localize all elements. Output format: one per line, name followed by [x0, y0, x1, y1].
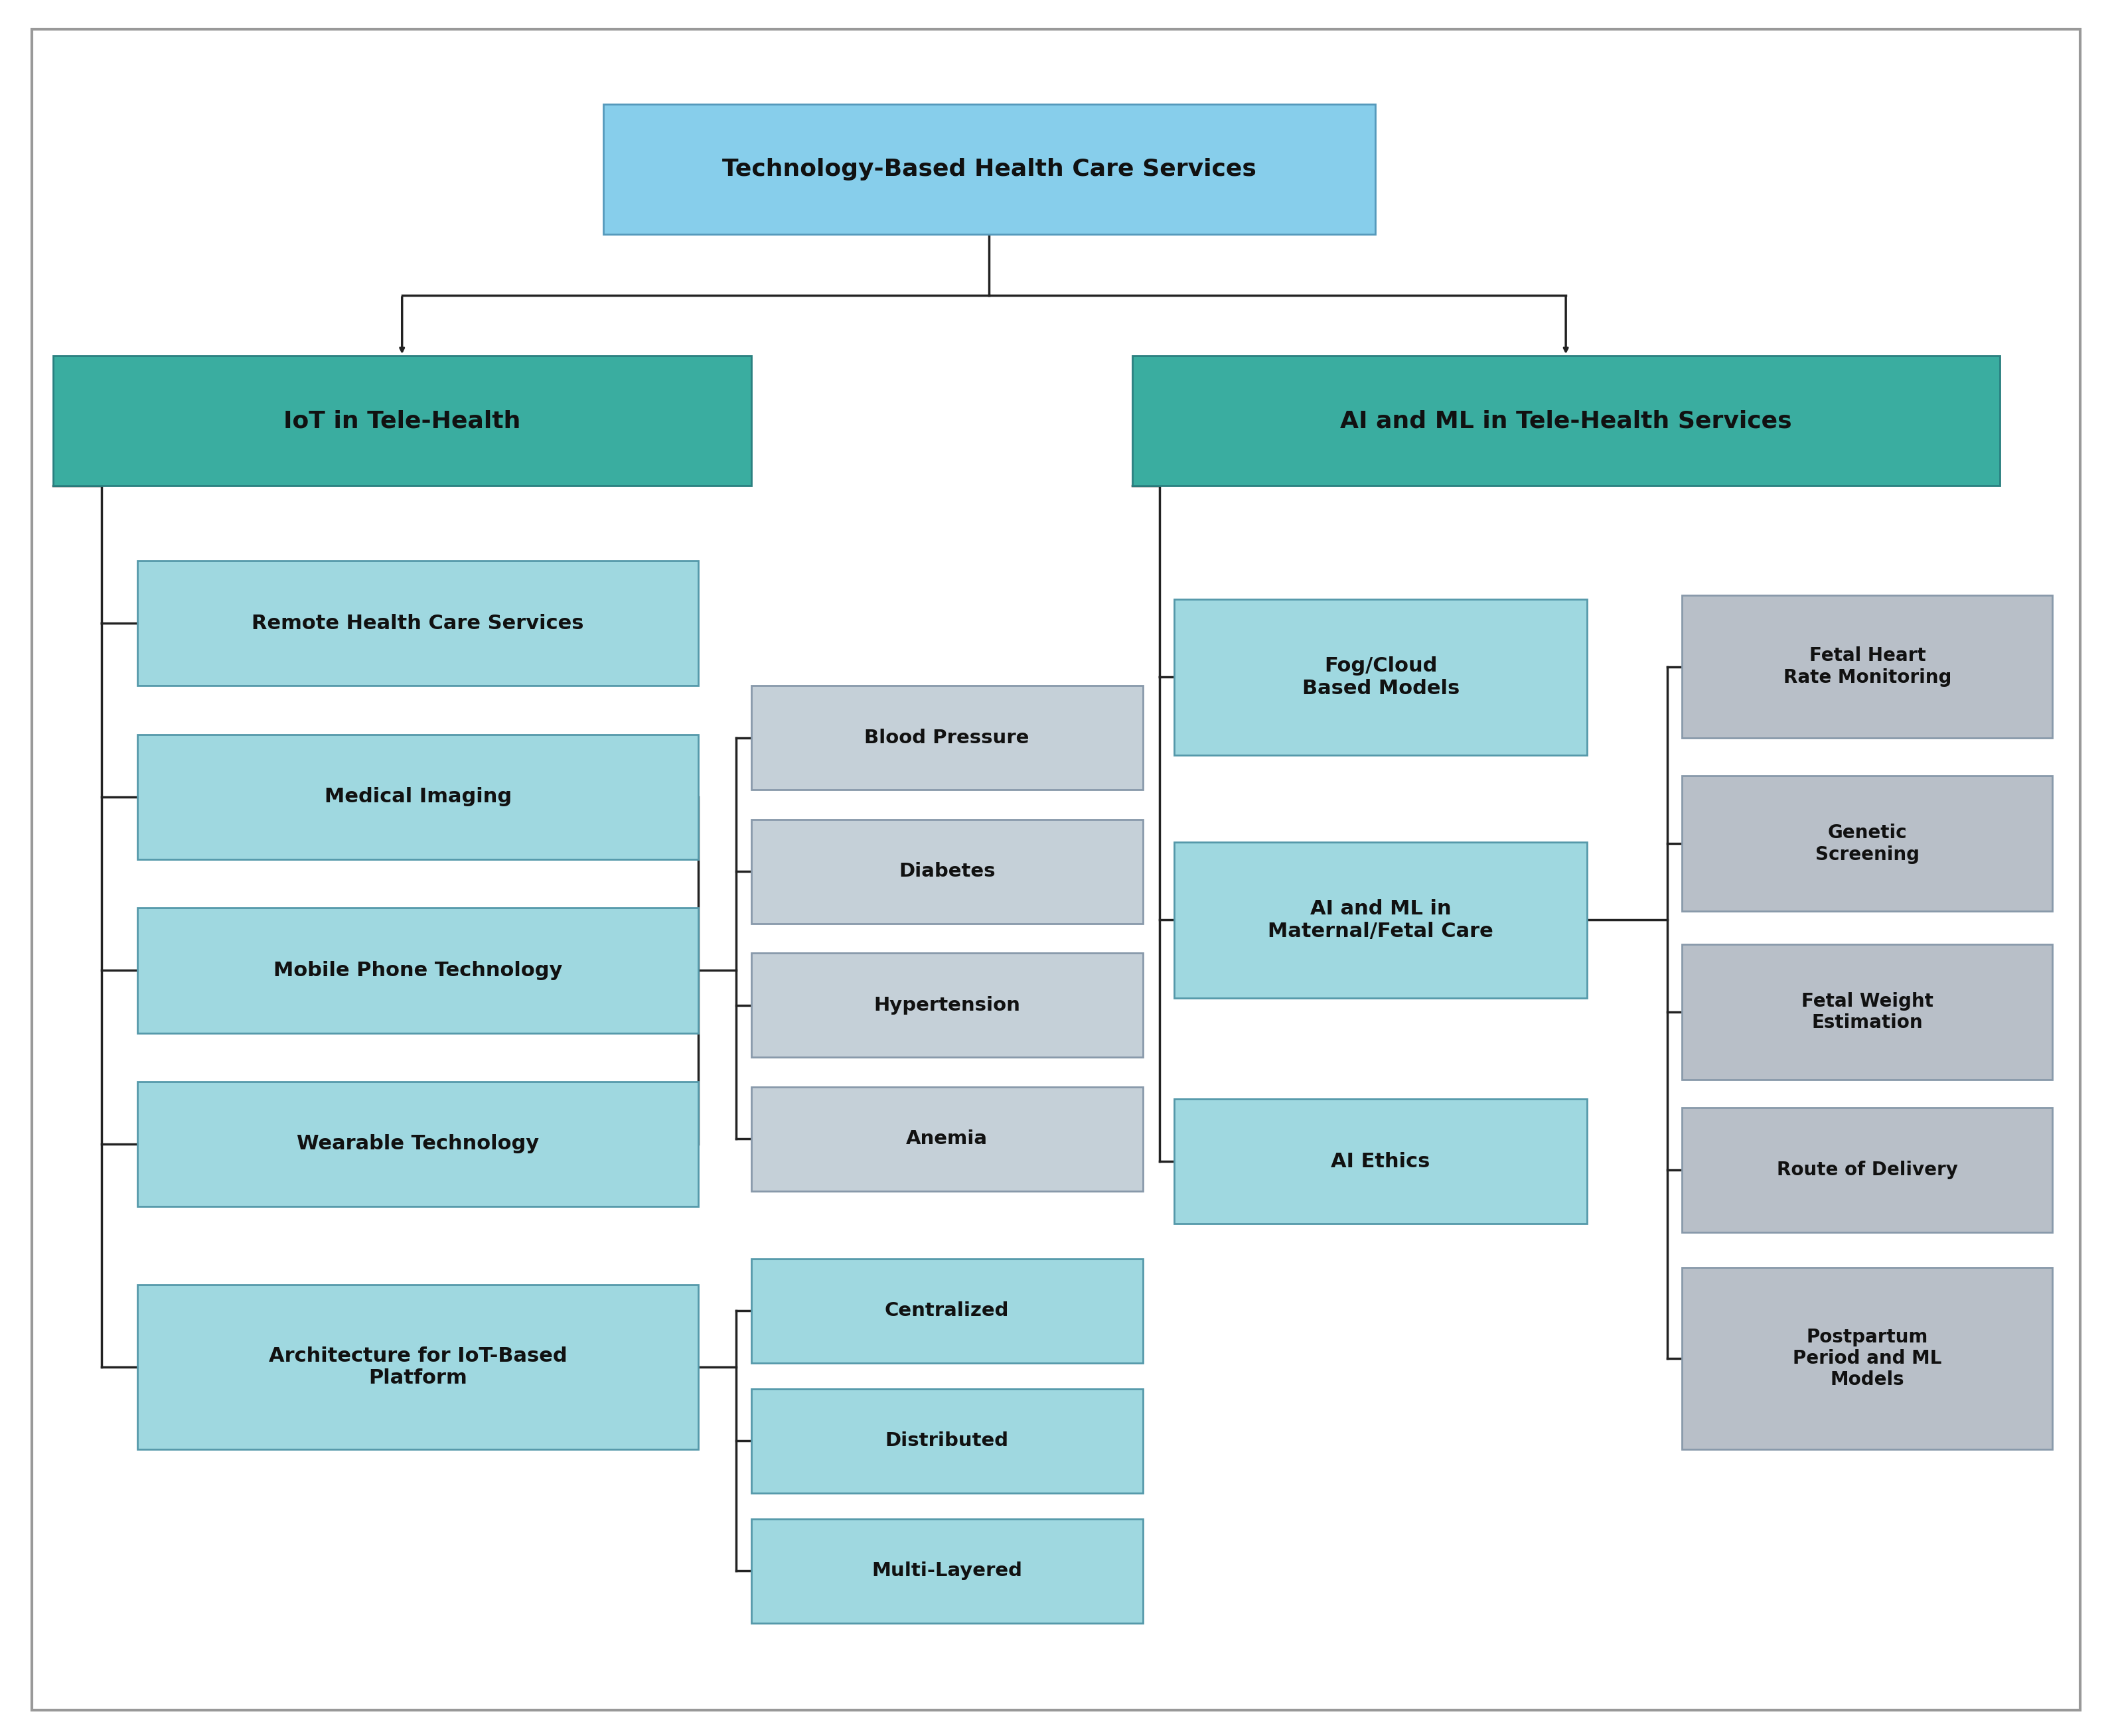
FancyBboxPatch shape — [1682, 944, 2053, 1080]
Text: Blood Pressure: Blood Pressure — [865, 729, 1028, 746]
Text: Anemia: Anemia — [906, 1130, 988, 1147]
Text: IoT in Tele-Health: IoT in Tele-Health — [284, 410, 521, 432]
FancyBboxPatch shape — [751, 1087, 1143, 1191]
Text: Wearable Technology: Wearable Technology — [296, 1134, 540, 1154]
FancyBboxPatch shape — [1174, 599, 1587, 755]
Text: Multi-Layered: Multi-Layered — [872, 1562, 1022, 1580]
FancyBboxPatch shape — [1682, 776, 2053, 911]
Text: Genetic
Screening: Genetic Screening — [1816, 823, 1919, 865]
Text: AI and ML in Tele-Health Services: AI and ML in Tele-Health Services — [1339, 410, 1792, 432]
FancyBboxPatch shape — [1682, 595, 2053, 738]
Text: Fetal Heart
Rate Monitoring: Fetal Heart Rate Monitoring — [1784, 646, 1951, 687]
Text: Medical Imaging: Medical Imaging — [324, 786, 512, 807]
Text: Remote Health Care Services: Remote Health Care Services — [252, 613, 584, 634]
Text: Diabetes: Diabetes — [899, 863, 995, 880]
FancyBboxPatch shape — [1174, 1099, 1587, 1224]
FancyBboxPatch shape — [603, 104, 1375, 234]
FancyBboxPatch shape — [751, 686, 1143, 790]
Text: Architecture for IoT-Based
Platform: Architecture for IoT-Based Platform — [269, 1347, 567, 1387]
Text: Centralized: Centralized — [884, 1302, 1009, 1319]
Text: Fog/Cloud
Based Models: Fog/Cloud Based Models — [1301, 656, 1460, 698]
Text: Technology-Based Health Care Services: Technology-Based Health Care Services — [722, 158, 1257, 181]
FancyBboxPatch shape — [751, 1259, 1143, 1363]
FancyBboxPatch shape — [751, 1519, 1143, 1623]
Text: AI and ML in
Maternal/Fetal Care: AI and ML in Maternal/Fetal Care — [1267, 899, 1494, 941]
FancyBboxPatch shape — [1132, 356, 2000, 486]
Text: Route of Delivery: Route of Delivery — [1777, 1161, 1957, 1179]
FancyBboxPatch shape — [32, 30, 2080, 1710]
FancyBboxPatch shape — [1682, 1108, 2053, 1233]
Text: Postpartum
Period and ML
Models: Postpartum Period and ML Models — [1792, 1328, 1942, 1389]
FancyBboxPatch shape — [53, 356, 751, 486]
FancyBboxPatch shape — [138, 561, 698, 686]
FancyBboxPatch shape — [138, 1082, 698, 1207]
Text: Hypertension: Hypertension — [874, 996, 1020, 1014]
Text: AI Ethics: AI Ethics — [1331, 1151, 1430, 1172]
Text: Fetal Weight
Estimation: Fetal Weight Estimation — [1801, 991, 1934, 1033]
FancyBboxPatch shape — [751, 819, 1143, 924]
FancyBboxPatch shape — [1174, 842, 1587, 998]
FancyBboxPatch shape — [138, 908, 698, 1033]
Text: Mobile Phone Technology: Mobile Phone Technology — [273, 960, 563, 981]
FancyBboxPatch shape — [138, 1285, 698, 1450]
Text: Distributed: Distributed — [884, 1432, 1009, 1450]
FancyBboxPatch shape — [751, 953, 1143, 1057]
FancyBboxPatch shape — [138, 734, 698, 859]
FancyBboxPatch shape — [1682, 1267, 2053, 1450]
FancyBboxPatch shape — [751, 1389, 1143, 1493]
